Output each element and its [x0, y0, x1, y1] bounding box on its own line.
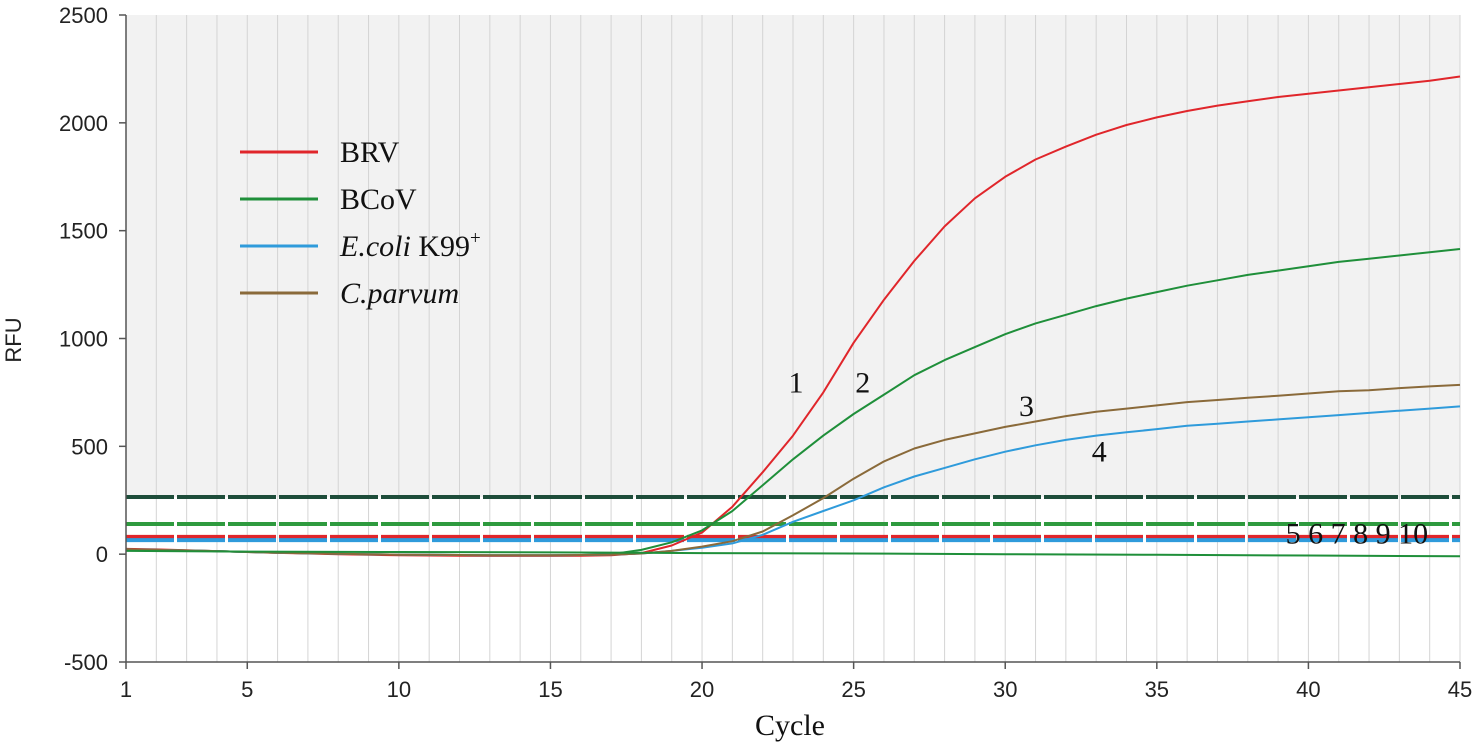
series-line-negative [125, 549, 1461, 558]
y-tick-label: 0 [96, 542, 108, 567]
threshold-lines [126, 495, 1460, 543]
legend-entry-label: BRV [340, 136, 400, 169]
curve-annotation: 5 6 7 8 9 10 [1286, 517, 1429, 550]
legend-entry-label: BCoV [340, 183, 417, 216]
x-tick-label: 35 [1145, 677, 1169, 702]
curve-annotations: 1 2 3 4 5 6 7 8 9 10 [789, 366, 1429, 550]
x-tick-label: 40 [1296, 677, 1320, 702]
y-tick-label: 500 [71, 434, 108, 459]
x-tick-label: 10 [387, 677, 411, 702]
legend: BRV BCoV E.coli K99+ C.parvum [240, 136, 481, 310]
y-tick-label: -500 [64, 650, 108, 675]
x-tick-label: 25 [841, 677, 865, 702]
x-tick-label: 30 [993, 677, 1017, 702]
y-tick-label: 1000 [59, 327, 108, 352]
y-tick-label: 2500 [59, 3, 108, 28]
curve-annotation: 4 [1092, 435, 1107, 468]
x-tick-label: 15 [538, 677, 562, 702]
x-tick-label: 20 [690, 677, 714, 702]
y-tick-label: 2000 [59, 111, 108, 136]
y-tick-label: 1500 [59, 219, 108, 244]
series-lines [125, 75, 1461, 558]
curve-annotation: 3 [1019, 390, 1034, 423]
curve-annotation: 1 [789, 366, 804, 399]
x-tick-label: 1 [120, 677, 132, 702]
legend-entry-label: C.parvum [340, 277, 459, 310]
x-axis-title: Cycle [755, 709, 825, 742]
legend-entry-label: E.coli K99+ [339, 228, 481, 263]
curve-annotation: 2 [855, 366, 870, 399]
x-tick-label: 45 [1448, 677, 1472, 702]
y-axis-title: RFU [1, 317, 26, 362]
series-line-c-parvum [125, 383, 1461, 557]
x-tick-label: 5 [241, 677, 253, 702]
